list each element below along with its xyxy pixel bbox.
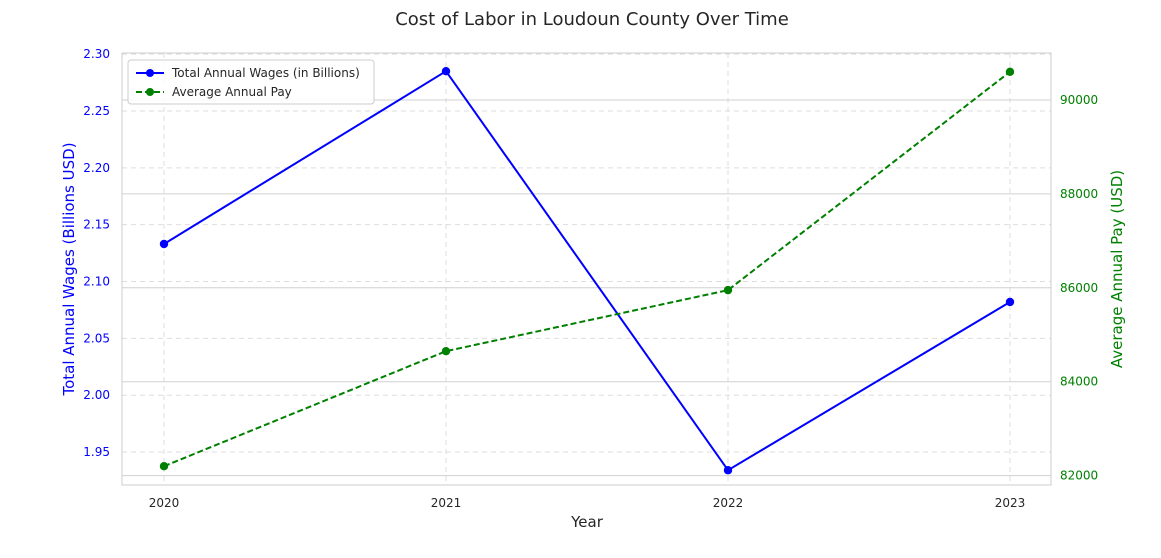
left-tick-label: 2.25	[83, 104, 110, 118]
left-tick-label: 2.05	[83, 331, 110, 345]
x-axis: 2020 2021 2022 2023	[149, 496, 1026, 510]
right-y-axis: 82000 84000 86000 88000 90000	[1060, 93, 1098, 483]
right-axis-label: Average Annual Pay (USD)	[1108, 170, 1126, 368]
x-tick-label: 2021	[431, 496, 462, 510]
right-tick-label: 86000	[1060, 281, 1098, 295]
point-wages	[441, 66, 451, 76]
point-wages	[723, 466, 733, 475]
left-tick-label: 2.15	[83, 218, 110, 232]
point-pay	[159, 462, 169, 471]
right-tick-label: 84000	[1060, 375, 1098, 389]
legend-label-pay: Average Annual Pay	[172, 85, 292, 99]
point-pay	[1005, 67, 1015, 76]
left-axis-label: Total Annual Wages (Billions USD)	[60, 142, 78, 396]
right-tick-label: 82000	[1060, 469, 1098, 483]
point-wages	[1005, 297, 1015, 307]
legend-marker-wages	[146, 69, 154, 77]
x-tick-label: 2022	[713, 496, 744, 510]
left-tick-label: 2.00	[83, 388, 110, 402]
right-axis-grid	[122, 99, 1051, 477]
right-tick-label: 88000	[1060, 187, 1098, 201]
point-pay	[723, 285, 733, 295]
left-tick-label: 2.10	[83, 275, 110, 289]
series	[159, 66, 1015, 475]
series-line-wages	[163, 69, 1011, 472]
legend-label-wages: Total Annual Wages (in Billions)	[171, 66, 360, 80]
left-tick-label: 2.30	[83, 47, 110, 61]
right-tick-label: 90000	[1060, 93, 1098, 107]
left-tick-label: 2.20	[83, 161, 110, 175]
x-tick-label: 2020	[149, 496, 180, 510]
point-wages	[159, 239, 169, 249]
left-y-axis: 1.95 2.00 2.05 2.10 2.15 2.20 2.25 2.30	[83, 47, 110, 459]
grid	[122, 53, 1051, 485]
chart-title: Cost of Labor in Loudoun County Over Tim…	[395, 9, 789, 30]
legend-box	[127, 59, 375, 105]
legend-marker-pay	[146, 88, 154, 96]
legend: Total Annual Wages (in Billions) Average…	[127, 59, 375, 105]
x-tick-label: 2023	[995, 496, 1026, 510]
x-axis-label: Year	[570, 513, 604, 531]
plot-frame	[121, 52, 1052, 486]
point-pay	[441, 346, 451, 356]
left-tick-label: 1.95	[83, 445, 110, 459]
